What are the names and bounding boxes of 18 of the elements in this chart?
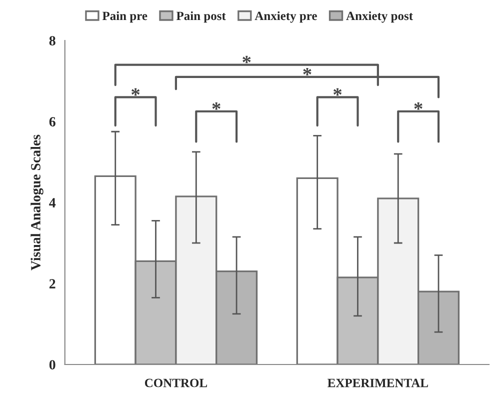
- legend-label: Pain post: [176, 11, 226, 23]
- y-tick-label: 6: [49, 117, 56, 126]
- annotation: *: [212, 102, 220, 110]
- y-tick-label: 2: [49, 279, 56, 288]
- legend-label: Anxiety post: [346, 11, 413, 23]
- legend-label: Anxiety pre: [254, 11, 317, 23]
- annotation: *: [303, 68, 312, 76]
- annotation: *: [333, 88, 342, 96]
- annotation: *: [242, 56, 251, 64]
- y-tick-label: 8: [49, 36, 56, 46]
- y-axis-title: Visual Analogue Scales: [30, 134, 44, 270]
- y-tick-label: 0: [49, 360, 56, 370]
- annotation: *: [414, 102, 422, 110]
- annotation: *: [132, 88, 140, 96]
- y-tick-label: 4: [49, 198, 56, 208]
- legend-label: Pain pre: [102, 11, 148, 23]
- x-tick-label: EXPERIMENTAL: [328, 378, 428, 388]
- x-tick-label: CONTROL: [144, 378, 208, 388]
